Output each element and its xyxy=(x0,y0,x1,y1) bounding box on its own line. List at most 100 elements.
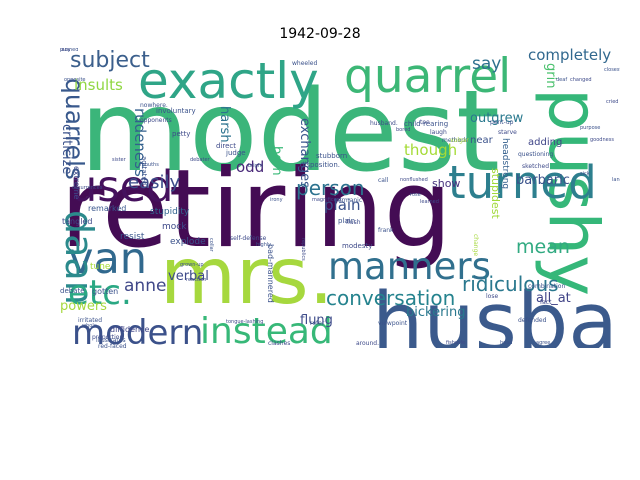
word-sketched: sketched xyxy=(522,163,550,170)
word-fact: fact xyxy=(540,299,552,306)
figure-title: 1942-09-28 xyxy=(279,26,361,42)
word-adding: adding xyxy=(528,137,563,148)
word-stubborn: stubborn xyxy=(316,152,348,160)
word-call: call xyxy=(378,177,389,184)
word-manners: manners xyxy=(328,245,491,288)
word-mean: mean xyxy=(516,236,570,258)
word-grin: grin xyxy=(543,63,558,89)
word-questioning: questioning xyxy=(518,151,554,158)
word-changed: changed xyxy=(570,77,592,83)
word-goodness: goodness xyxy=(590,137,614,143)
word-whole: whole xyxy=(82,323,97,329)
word-turned: turned xyxy=(448,156,597,209)
word-gotten: gotten xyxy=(92,287,119,296)
word-nonflushed: nonflushed xyxy=(400,177,428,183)
word-lose: lose xyxy=(486,293,499,300)
word-explode: explode xyxy=(170,237,206,247)
word-agree: agree xyxy=(536,340,551,346)
word-outgrew: outgrew xyxy=(470,111,524,126)
word-change: change xyxy=(472,234,479,257)
word-laugh: laugh xyxy=(430,129,447,136)
word-powers: powers xyxy=(60,299,107,314)
word-magnificent: magnificent xyxy=(312,197,342,203)
word-vulgar: vulgar xyxy=(450,137,469,144)
word-sick: sick xyxy=(580,171,590,177)
word-germanic: germanic xyxy=(334,197,363,204)
word-exchanges: exchanges xyxy=(297,118,312,188)
word-reaction: reaction xyxy=(186,277,207,283)
word-sister: sister xyxy=(112,157,126,163)
word-bored: bored xyxy=(396,127,411,133)
word-toe: toe xyxy=(420,119,430,126)
word-pent-up: pent-up xyxy=(490,119,514,126)
word-headstrong: headstrong xyxy=(500,138,510,190)
word-all-at: all_at xyxy=(536,291,571,306)
word-easily: easily xyxy=(128,172,181,193)
word-defended: defended xyxy=(518,317,547,324)
word-illustrates: illustrates xyxy=(96,337,126,344)
word-plain: plain xyxy=(324,196,361,214)
word-debate: debate xyxy=(60,287,85,295)
word-completely: completely xyxy=(528,48,612,64)
word-learned: learned xyxy=(420,199,439,205)
word-odd: odd xyxy=(236,158,265,176)
word-show: show xyxy=(432,177,461,190)
word-rose: rose xyxy=(410,192,421,198)
word-refer: refer xyxy=(310,320,325,327)
word-irony: irony xyxy=(270,197,283,203)
word-flung: flung xyxy=(300,313,333,328)
word-clashes: clashes xyxy=(268,340,291,347)
word-grown-up: grown-up xyxy=(180,262,204,268)
word-ridiculous: ridiculous xyxy=(462,272,559,296)
word-lady: lady xyxy=(60,48,71,53)
word-closest: closest xyxy=(604,67,620,73)
word-collar: collar xyxy=(208,238,214,252)
word-exactly: exactly xyxy=(138,52,319,110)
word-modern: modern xyxy=(72,313,204,348)
word-head: head xyxy=(500,340,513,346)
word-wheeled: wheeled xyxy=(292,60,318,67)
word-viewpoint: viewpoint xyxy=(378,320,408,327)
word-subject: subject xyxy=(70,48,150,73)
word-cloud: modestretiringhusbandmrs.pushyexactlyqua… xyxy=(60,48,620,348)
word-red-faced: red-faced xyxy=(98,343,127,349)
word-republics: republics xyxy=(300,238,306,261)
word-diffidence: diffidence xyxy=(110,325,150,334)
word-born: born xyxy=(269,146,284,176)
word-bad-mannered: bad-mannered xyxy=(266,244,275,303)
word-opposite: opposite xyxy=(64,77,86,83)
word-van: van xyxy=(68,234,148,284)
word-husband: husband xyxy=(372,276,620,349)
word-person: person xyxy=(296,176,365,200)
word-involuntary: involuntary xyxy=(156,107,196,115)
word-harsh: harsh xyxy=(217,106,232,143)
word-highly: highly xyxy=(256,242,272,248)
word-around: around. xyxy=(356,340,380,347)
word-bickering: bickering xyxy=(406,305,466,320)
word-combination: combination xyxy=(528,283,566,290)
word-irritated: irritated xyxy=(78,317,103,324)
word-though: though xyxy=(404,141,458,159)
word-disposition: disposition. xyxy=(300,161,340,169)
word-used: used xyxy=(70,162,174,212)
word-mock: mock xyxy=(162,222,187,232)
word-judge: judge xyxy=(226,149,246,157)
word-flush: flush xyxy=(346,219,361,226)
word-quarrel: quarrel xyxy=(344,49,512,104)
word-direct: direct xyxy=(216,142,237,150)
word-agitated: agitated xyxy=(140,156,148,186)
word-nowhere: nowhere. xyxy=(140,102,168,109)
word-husband: husband. xyxy=(370,120,398,127)
word-self-defense: self-defense xyxy=(230,235,267,242)
word-opponents: opponents xyxy=(140,117,172,124)
word-mrs: mrs. xyxy=(160,232,334,322)
word-conversation: conversation xyxy=(326,286,456,310)
word-occurrences: occurrences xyxy=(72,185,103,191)
word-purpose: purpose xyxy=(580,125,601,131)
word-tongue-lashing: tongue-lashing xyxy=(226,319,264,325)
word-say: say xyxy=(472,54,502,74)
word-deaf: deaf xyxy=(556,77,568,83)
word-extreme: extreme xyxy=(72,166,81,200)
word-tangled: tangled xyxy=(62,217,93,226)
word-retiring: retiring xyxy=(60,147,453,272)
